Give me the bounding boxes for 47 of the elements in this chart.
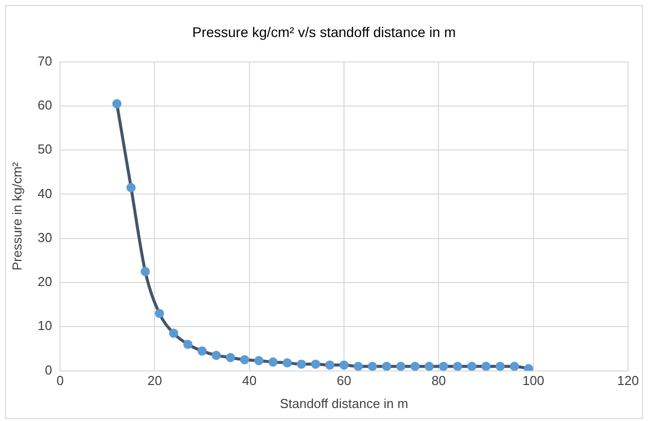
point: [368, 362, 378, 371]
point: [424, 362, 434, 371]
point: [112, 99, 122, 108]
point: [354, 362, 363, 371]
point: [169, 328, 178, 338]
point: [396, 362, 406, 371]
point: [496, 362, 505, 371]
point: [438, 362, 448, 371]
chart-title: Pressure kg/cm² v/s standoff distance in m: [191, 24, 457, 40]
point: [240, 355, 250, 364]
point: [481, 362, 491, 371]
x-axis-title: Standoff distance in m: [280, 396, 408, 411]
x-tick-label: 60: [336, 373, 352, 388]
y-tick-label: 30: [38, 230, 52, 245]
point: [282, 358, 292, 368]
y-tick-label: 0: [44, 362, 52, 378]
point: [140, 266, 150, 276]
y-tick-label: 50: [38, 142, 52, 157]
point: [382, 362, 392, 371]
x-tick-label: 120: [617, 373, 639, 388]
y-axis-title: Pressure in kg/cm²: [9, 161, 24, 270]
point: [325, 360, 334, 370]
x-tick-label: 20: [147, 373, 162, 388]
point: [126, 183, 136, 192]
point: [453, 362, 462, 371]
y-tick-label: 20: [38, 274, 52, 290]
y-tick-label: 40: [38, 186, 52, 201]
point: [183, 340, 192, 349]
y-tick-label: 70: [38, 53, 52, 68]
y-tick-label: 10: [38, 318, 52, 334]
x-tick-label: 80: [431, 373, 446, 388]
point: [226, 352, 236, 362]
point: [296, 360, 306, 369]
point: [510, 362, 520, 371]
y-tick-label: 60: [38, 98, 52, 113]
point: [268, 357, 278, 367]
point: [410, 362, 420, 371]
point: [212, 350, 221, 360]
x-tick-label: 100: [522, 373, 544, 388]
x-tick-label: 40: [242, 373, 257, 388]
point: [311, 360, 320, 369]
point: [154, 308, 164, 318]
point: [467, 362, 476, 371]
point: [197, 346, 207, 356]
point: [254, 356, 264, 366]
x-tick-label: 0: [56, 373, 64, 388]
point: [339, 360, 349, 370]
